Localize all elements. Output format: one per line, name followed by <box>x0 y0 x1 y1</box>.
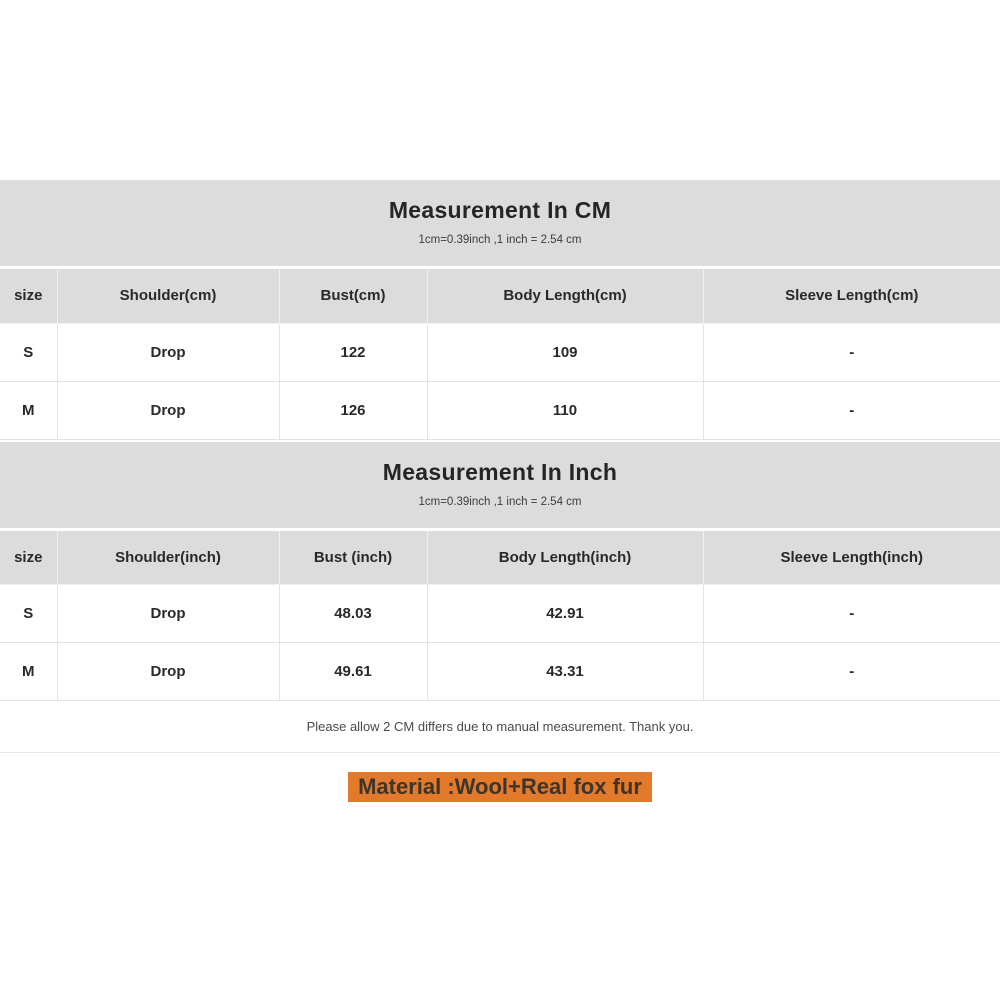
bust-cell: 122 <box>278 322 427 382</box>
bust-cell: 48.03 <box>278 584 427 643</box>
inch-section-subtitle: 1cm=0.39inch ,1 inch = 2.54 cm <box>418 495 582 508</box>
table-row-size-s: S Drop 48.03 42.91 - <box>0 584 1000 643</box>
divider <box>0 439 1000 442</box>
material-line: Material :Wool+Real fox fur <box>0 772 1000 803</box>
cm-section-subtitle: 1cm=0.39inch ,1 inch = 2.54 cm <box>418 234 582 246</box>
shoulder-cell: Drop <box>56 584 279 643</box>
column-header-bust: Bust(cm) <box>278 269 427 323</box>
cm-table-header-row: size Shoulder(cm) Bust(cm) Body Length(c… <box>0 269 1000 323</box>
body-length-cell: 42.91 <box>426 584 703 643</box>
body-length-cell: 43.31 <box>426 642 703 701</box>
column-header-sleeve-length: Sleeve Length(cm) <box>702 269 1000 323</box>
measurement-note-text: Please allow 2 CM differs due to manual … <box>306 719 694 734</box>
shoulder-cell: Drop <box>56 642 279 701</box>
column-header-shoulder: Shoulder(cm) <box>56 269 279 323</box>
material-highlight: Material :Wool+Real fox fur <box>348 772 652 803</box>
size-cell: M <box>0 381 57 440</box>
body-length-cell: 110 <box>426 381 703 440</box>
cm-measurement-table: size Shoulder(cm) Bust(cm) Body Length(c… <box>0 269 1000 440</box>
sleeve-length-cell: - <box>702 322 1000 382</box>
sleeve-length-cell: - <box>702 642 1000 701</box>
measurement-note-row: Please allow 2 CM differs due to manual … <box>0 701 1000 753</box>
inch-section-title: Measurement In Inch <box>382 458 618 485</box>
sleeve-length-cell: - <box>702 584 1000 643</box>
sleeve-length-cell: - <box>702 381 1000 440</box>
table-row-size-m: M Drop 126 110 - <box>0 381 1000 440</box>
column-header-size: size <box>0 530 57 585</box>
shoulder-cell: Drop <box>56 322 279 382</box>
bust-cell: 49.61 <box>278 642 427 701</box>
cm-section-title: Measurement In CM <box>388 197 612 223</box>
inch-table-header-row: size Shoulder(inch) Bust (inch) Body Len… <box>0 530 1000 585</box>
top-whitespace <box>0 0 1000 180</box>
size-cell: S <box>0 584 57 643</box>
column-header-sleeve-length: Sleeve Length(inch) <box>702 530 1000 585</box>
divider <box>0 266 1000 269</box>
divider <box>0 527 1000 531</box>
table-row-size-s: S Drop 122 109 - <box>0 322 1000 382</box>
column-header-bust: Bust (inch) <box>278 530 427 585</box>
column-header-body-length: Body Length(inch) <box>426 530 703 585</box>
cm-section-header: Measurement In CM 1cm=0.39inch ,1 inch =… <box>0 180 1000 266</box>
table-row-size-m: M Drop 49.61 43.31 - <box>0 642 1000 701</box>
size-cell: M <box>0 642 57 701</box>
size-cell: S <box>0 322 57 382</box>
inch-measurement-table: size Shoulder(inch) Bust (inch) Body Len… <box>0 530 1000 701</box>
column-header-shoulder: Shoulder(inch) <box>56 530 279 585</box>
column-header-size: size <box>0 269 57 323</box>
bust-cell: 126 <box>278 381 427 440</box>
column-header-body-length: Body Length(cm) <box>426 269 703 323</box>
shoulder-cell: Drop <box>56 381 279 440</box>
body-length-cell: 109 <box>426 322 703 382</box>
inch-section-header: Measurement In Inch 1cm=0.39inch ,1 inch… <box>0 441 1000 528</box>
